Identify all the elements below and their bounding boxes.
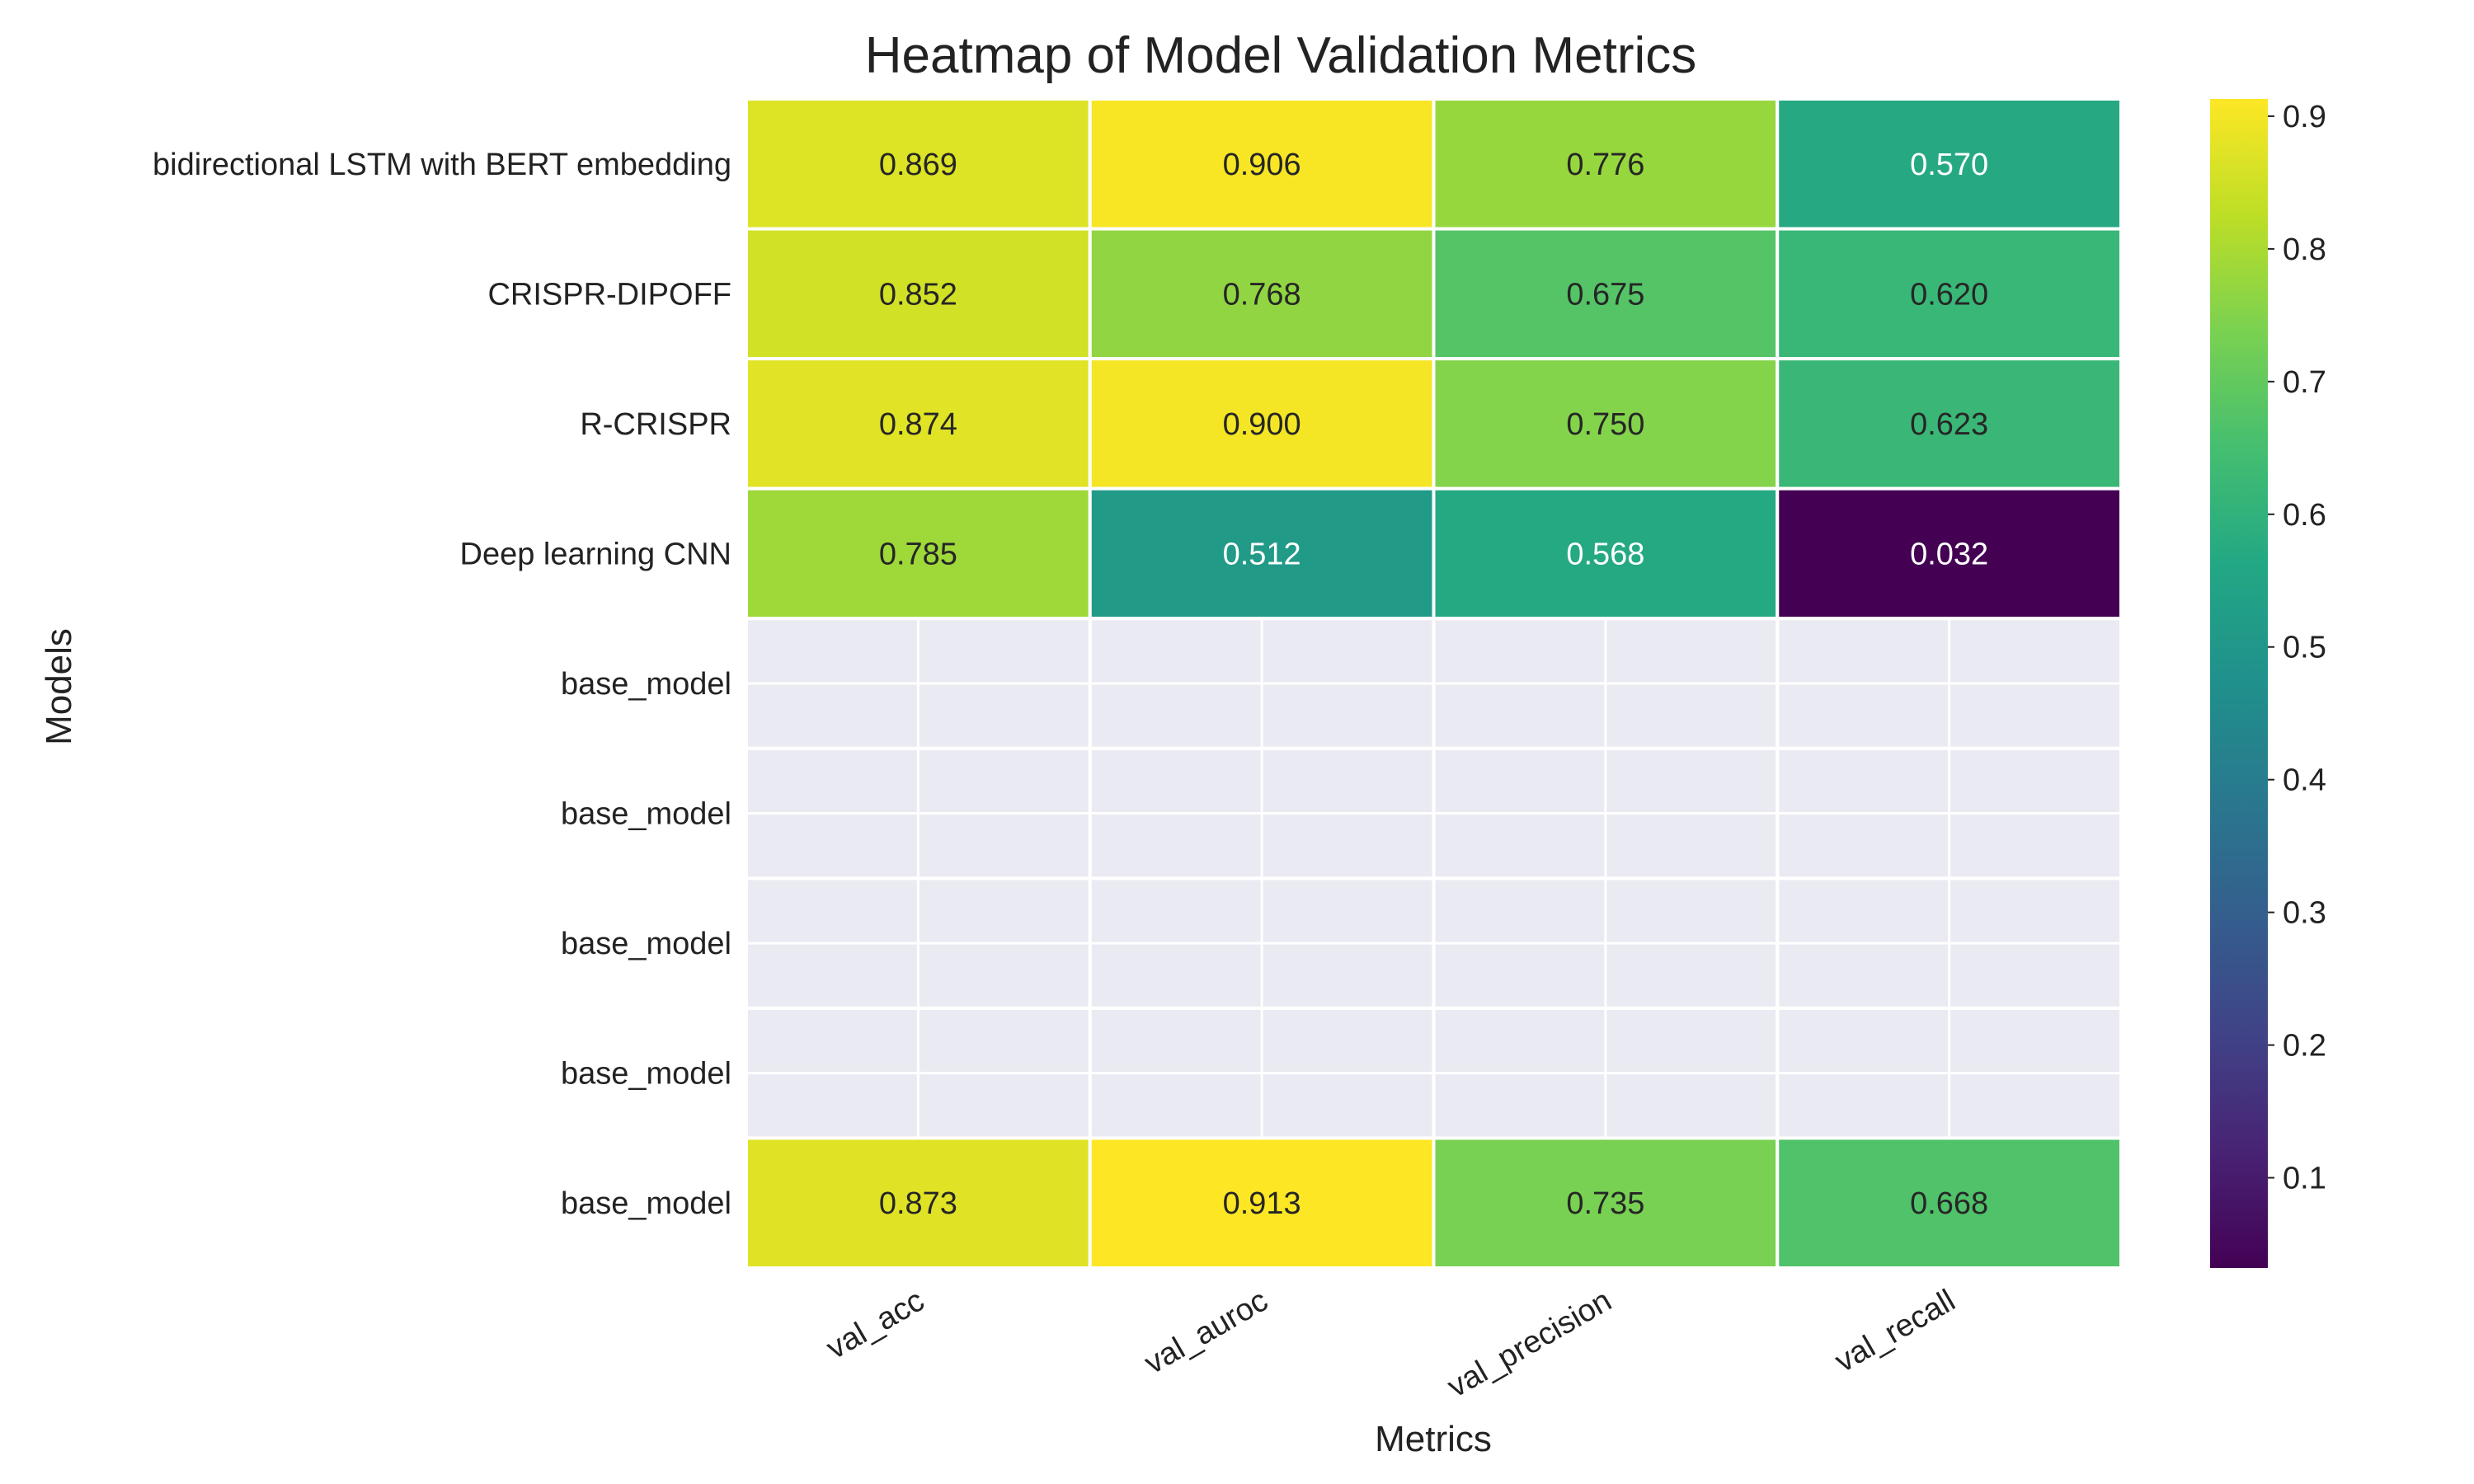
cell-value-label: 0.512	[1223, 537, 1301, 571]
colorbar-tick-label: 0.8	[2283, 232, 2326, 267]
heatmap-cell	[745, 486, 1092, 621]
y-tick-label: base_model	[561, 667, 731, 702]
heatmap-cell	[1432, 486, 1780, 621]
cell-value-label: 0.785	[879, 537, 957, 571]
cell-value-label: 0.750	[1566, 407, 1644, 442]
y-tick-labels: bidirectional LSTM with BERT embedding CR…	[153, 148, 731, 1221]
y-axis-label: Models	[39, 628, 79, 745]
heatmap-cell	[1776, 486, 2123, 621]
y-tick-label: R-CRISPR	[580, 407, 731, 442]
colorbar-gradient	[2210, 99, 2268, 1268]
heatmap-cell	[1432, 357, 1780, 491]
heatmap-cell	[1088, 227, 1436, 361]
colorbar-tick-label: 0.6	[2283, 498, 2326, 533]
heatmap-cell	[745, 1136, 1092, 1270]
cell-value-label: 0.568	[1566, 537, 1644, 571]
cell-value-label: 0.776	[1566, 148, 1644, 182]
heatmap-cell	[1088, 486, 1436, 621]
y-tick-label: CRISPR-DIPOFF	[487, 277, 731, 312]
heatmap-cell	[745, 227, 1092, 361]
heatmap-cell	[1088, 1136, 1436, 1270]
cell-value-label: 0.768	[1223, 277, 1301, 312]
x-tick-labels: val_acc val_auroc val_precision val_recall	[821, 1283, 1961, 1404]
x-tick-label: val_auroc	[1139, 1283, 1274, 1381]
heatmap-cell	[745, 357, 1092, 491]
y-tick-label: base_model	[561, 1186, 731, 1221]
cell-value-label: 0.032	[1910, 537, 1988, 571]
y-tick-label: base_model	[561, 797, 731, 832]
cell-value-label: 0.906	[1223, 148, 1301, 182]
cell-value-label: 0.873	[879, 1186, 957, 1221]
heatmap-cell	[1088, 357, 1436, 491]
heatmap-cell	[1432, 227, 1780, 361]
x-tick-label: val_recall	[1829, 1283, 1961, 1379]
x-tick-label: val_precision	[1442, 1283, 1617, 1404]
colorbar-tick-label: 0.7	[2283, 365, 2326, 400]
heatmap-cell	[1432, 1136, 1780, 1270]
plot-area: 0.869 0.906 0.776 0.570 0.852 0.768 0.675 0.620…	[745, 97, 2123, 1270]
heatmap-cell	[1776, 97, 2123, 231]
chart-title: Heatmap of Model Validation Metrics	[865, 27, 1697, 84]
cell-value-label: 0.668	[1910, 1186, 1988, 1221]
y-tick-label: Deep learning CNN	[460, 537, 732, 571]
cell-value-label: 0.852	[879, 277, 957, 312]
x-tick-label: val_acc	[821, 1283, 930, 1366]
colorbar-tick-label: 0.5	[2283, 631, 2326, 665]
colorbar: 0.1 0.2 0.3 0.4 0.5 0.6 0.7 0.8 0.9	[2210, 99, 2326, 1268]
colorbar-tick-label: 0.9	[2283, 100, 2326, 134]
cell-value-label: 0.675	[1566, 277, 1644, 312]
y-tick-label: base_model	[561, 1057, 731, 1092]
colorbar-tick-label: 0.3	[2283, 896, 2326, 931]
y-tick-label: base_model	[561, 927, 731, 961]
cell-value-label: 0.913	[1223, 1186, 1301, 1221]
heatmap-cell	[1776, 1136, 2123, 1270]
cell-value-label: 0.620	[1910, 277, 1988, 312]
cell-value-label: 0.623	[1910, 407, 1988, 442]
colorbar-tick-label: 0.4	[2283, 763, 2326, 798]
cell-value-label: 0.869	[879, 148, 957, 182]
cell-value-label: 0.874	[879, 407, 957, 442]
colorbar-tick-label: 0.2	[2283, 1029, 2326, 1064]
heatmap-cell	[1776, 357, 2123, 491]
y-tick-label: bidirectional LSTM with BERT embedding	[153, 148, 731, 182]
cell-value-label: 0.570	[1910, 148, 1988, 182]
cell-value-label: 0.735	[1566, 1186, 1644, 1221]
colorbar-tick-label: 0.1	[2283, 1162, 2326, 1196]
x-axis-label: Metrics	[1375, 1419, 1492, 1459]
cell-value-label: 0.900	[1223, 407, 1301, 442]
